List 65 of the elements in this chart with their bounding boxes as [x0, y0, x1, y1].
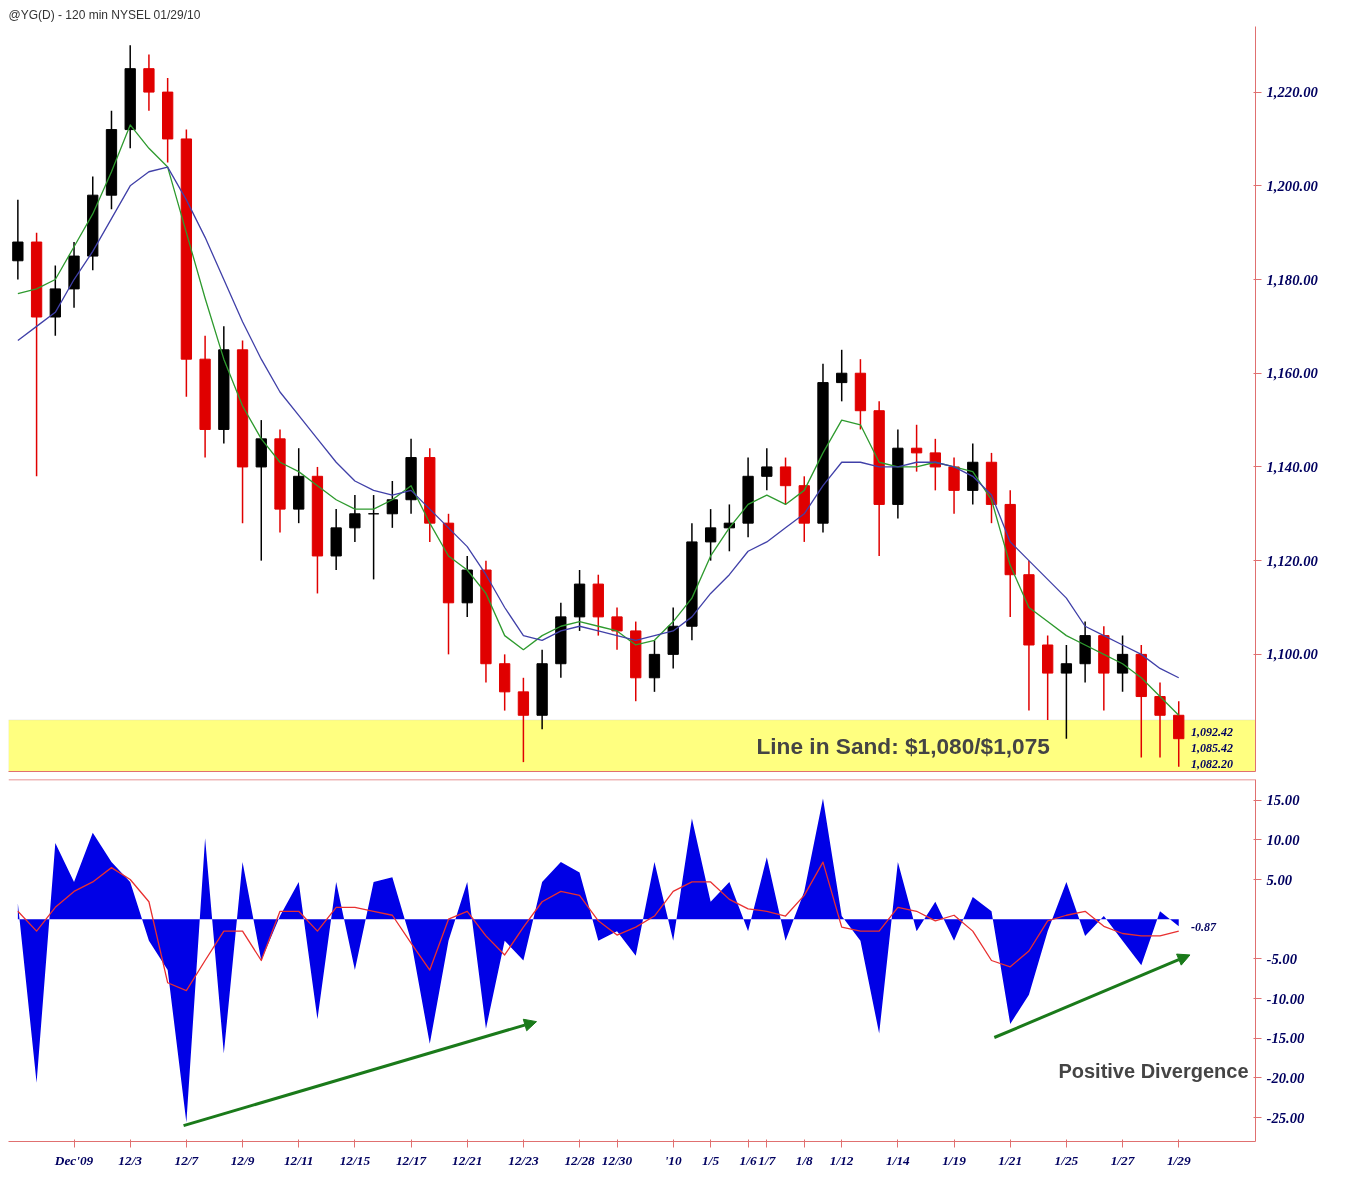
text: -0.87	[1190, 920, 1217, 935]
candlestick	[1060, 644, 1073, 740]
y-tick-label: 1,140.00	[1266, 458, 1319, 475]
x-tick-label: 1/25	[1054, 1152, 1079, 1168]
x-tick-label: 1/19	[942, 1152, 967, 1168]
x-tick-label: 1/6	[739, 1152, 757, 1168]
candlestick	[836, 349, 848, 403]
candlestick	[929, 438, 941, 492]
candlestick	[143, 53, 155, 112]
y-tick-label: 1,100.00	[1266, 646, 1319, 663]
x-tick-label: 1/14	[886, 1152, 911, 1168]
annotation: Positive Divergence	[1058, 1059, 1249, 1082]
text: 1,085.42	[1190, 740, 1233, 755]
y-tick-label: 10.00	[1266, 831, 1301, 848]
x-tick-label: 1/12	[829, 1152, 854, 1168]
x-tick-label: '10	[664, 1152, 683, 1168]
candlestick	[1173, 700, 1185, 768]
y-tick-label: 1,160.00	[1266, 365, 1319, 382]
candlestick	[1154, 681, 1166, 759]
candlestick	[648, 639, 661, 693]
y-tick-label: -15.00	[1266, 1030, 1306, 1047]
x-tick-label: 12/11	[283, 1152, 314, 1168]
chart-title: @YG(D) - 120 min NYSEL 01/29/10	[8, 7, 201, 22]
candlestick	[1116, 634, 1129, 693]
x-tick-label: 12/15	[339, 1152, 371, 1168]
y-tick-label: -25.00	[1266, 1109, 1306, 1126]
x-tick-label: 12/17	[395, 1152, 428, 1168]
x-tick-label: 12/7	[174, 1152, 200, 1168]
candlestick	[910, 424, 923, 473]
candlestick	[12, 199, 24, 281]
x-tick-label: 1/5	[702, 1152, 720, 1168]
x-tick-label: 1/8	[795, 1152, 814, 1168]
candlestick	[761, 447, 773, 492]
x-tick-label: 1/7	[758, 1152, 777, 1168]
y-tick-label: 15.00	[1266, 792, 1301, 809]
candlestick	[779, 456, 792, 506]
y-tick-label: 5.00	[1266, 871, 1293, 888]
candlestick	[704, 508, 717, 562]
y-tick-label: 1,200.00	[1266, 177, 1319, 194]
x-tick-label: 12/3	[118, 1152, 143, 1168]
x-tick-label: 12/28	[564, 1152, 596, 1168]
candlestick	[611, 606, 623, 651]
text: 1,092.42	[1190, 724, 1233, 739]
x-tick-label: 12/21	[452, 1152, 483, 1168]
y-tick-label: 1,180.00	[1266, 271, 1319, 288]
line-series	[17, 861, 1180, 992]
candlestick	[386, 480, 398, 529]
x-tick-label: 1/29	[1166, 1152, 1191, 1168]
text: 1,082.20	[1190, 756, 1233, 771]
candlestick	[948, 456, 960, 515]
x-tick-label: 1/21	[998, 1152, 1023, 1168]
x-tick-label: 12/9	[230, 1152, 255, 1168]
y-tick-label: 1,120.00	[1266, 552, 1319, 569]
y-tick-label: -20.00	[1266, 1069, 1306, 1086]
y-tick-label: 1,220.00	[1266, 84, 1319, 101]
candlestick	[517, 677, 530, 763]
candlestick	[349, 494, 361, 543]
candlestick	[367, 494, 380, 581]
band-label: Line in Sand: $1,080/$1,075	[756, 732, 1050, 759]
x-tick-label: 12/23	[508, 1152, 539, 1168]
y-tick-label: -10.00	[1266, 990, 1306, 1007]
x-tick-label: Dec'09	[53, 1152, 94, 1168]
y-tick-label: -5.00	[1266, 950, 1298, 967]
x-tick-label: 12/30	[601, 1152, 633, 1168]
x-tick-label: 1/27	[1110, 1152, 1136, 1168]
